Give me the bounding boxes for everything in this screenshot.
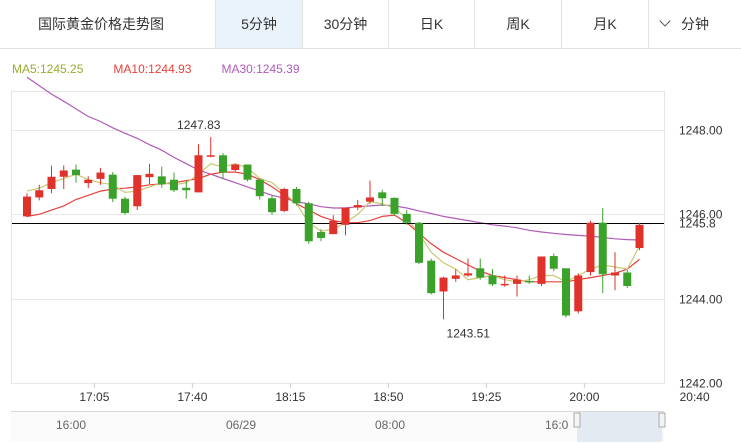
y-tick-label: 1246.00 <box>679 208 723 222</box>
tab-monthly[interactable]: 月K <box>562 0 649 48</box>
candle-body <box>243 164 252 180</box>
candle-body <box>353 205 362 208</box>
candle-body <box>194 155 203 193</box>
candle-body <box>47 176 56 189</box>
candle-body <box>366 197 374 202</box>
candle-body <box>451 275 460 279</box>
x-tick-label: 20:00 <box>569 390 599 404</box>
tab-weekly[interactable]: 周K <box>475 0 562 48</box>
candle-body <box>145 173 154 178</box>
x-tick-label: 17:05 <box>79 390 109 404</box>
navigator-label: 08:00 <box>375 418 405 432</box>
candle-body <box>59 170 68 177</box>
candle-body <box>488 275 497 285</box>
legend-ma10: MA10:1244.93 <box>113 62 192 76</box>
tab-30min[interactable]: 30分钟 <box>303 0 389 48</box>
navigator-handle-left[interactable] <box>573 412 581 428</box>
interval-dropdown[interactable]: 分钟 <box>649 0 741 48</box>
navigator-window[interactable] <box>577 412 662 442</box>
candle-body <box>133 175 142 207</box>
candle-body <box>317 232 325 238</box>
candle-body <box>170 179 178 191</box>
plot-area <box>11 91 665 384</box>
tab-5min[interactable]: 5分钟 <box>216 0 303 48</box>
candle-body <box>623 272 632 286</box>
candle-body <box>84 179 93 184</box>
candle-body <box>390 197 399 214</box>
candle-body <box>574 275 583 312</box>
candle-body <box>96 172 105 179</box>
candle-body <box>537 256 546 284</box>
navigator-label: 06/29 <box>226 418 256 432</box>
candle-body <box>72 169 80 176</box>
ma-legend: MA5:1245.25 MA10:1244.93 MA30:1245.39 <box>12 62 330 76</box>
x-tick-label: 19:25 <box>471 390 501 404</box>
candle-body <box>35 190 44 198</box>
candle-body <box>157 176 166 185</box>
navigator-label: 16:00 <box>56 418 86 432</box>
candle-body <box>525 280 534 283</box>
y-tick-label: 1248.00 <box>679 124 723 138</box>
candle-body <box>402 213 411 223</box>
candle-body <box>611 272 619 276</box>
candle-body <box>268 198 276 213</box>
candle-body <box>231 164 240 171</box>
candle-body <box>280 189 289 211</box>
candle-body <box>292 189 301 204</box>
candle-body <box>549 256 558 269</box>
candle-body <box>476 268 485 278</box>
candle-body <box>439 277 448 292</box>
candle-body <box>415 222 423 263</box>
candle-body <box>513 279 521 284</box>
candle-body <box>464 273 472 276</box>
x-tick-label: 18:15 <box>275 390 305 404</box>
period-tab-bar: 国际黄金价格走势图 5分钟 30分钟 日K 周K 月K 分钟 <box>0 0 741 49</box>
y-tick-label: 1242.00 <box>679 377 723 391</box>
ma30-line <box>26 76 640 241</box>
candle-body <box>182 187 191 191</box>
candle-body <box>598 222 607 275</box>
navigator-label: 16:0 <box>545 418 569 432</box>
candle-body <box>378 192 387 199</box>
tab-daily[interactable]: 日K <box>389 0 475 48</box>
candle-body <box>329 220 338 235</box>
extreme-annotation: 1247.83 <box>177 118 221 132</box>
candle-body <box>427 260 436 294</box>
legend-ma30: MA30:1245.39 <box>221 62 300 76</box>
candle-body <box>255 179 264 197</box>
candle-body <box>586 222 595 273</box>
extreme-annotation: 1243.51 <box>447 326 491 340</box>
x-tick-label: 20:40 <box>680 390 710 404</box>
candle-body <box>23 196 31 217</box>
x-tick-label: 18:50 <box>373 390 403 404</box>
navigator-track <box>11 411 664 441</box>
current-price-label: 1245.8 <box>679 217 716 231</box>
interval-dropdown-label: 分钟 <box>681 16 709 32</box>
chart-title: 国际黄金价格走势图 <box>0 0 216 48</box>
candle-body <box>562 268 570 316</box>
candle-body <box>121 198 129 214</box>
candle-body <box>108 174 117 199</box>
candle-body <box>219 155 227 173</box>
candle-body <box>206 155 215 157</box>
candle-body <box>635 224 644 249</box>
candle-body <box>341 207 350 225</box>
navigator-handle-right[interactable] <box>658 412 666 428</box>
y-tick-label: 1244.00 <box>679 293 723 307</box>
legend-ma5: MA5:1245.25 <box>12 62 84 76</box>
candle-body <box>304 203 313 242</box>
x-tick-label: 17:40 <box>177 390 207 404</box>
candle-body <box>500 283 509 286</box>
